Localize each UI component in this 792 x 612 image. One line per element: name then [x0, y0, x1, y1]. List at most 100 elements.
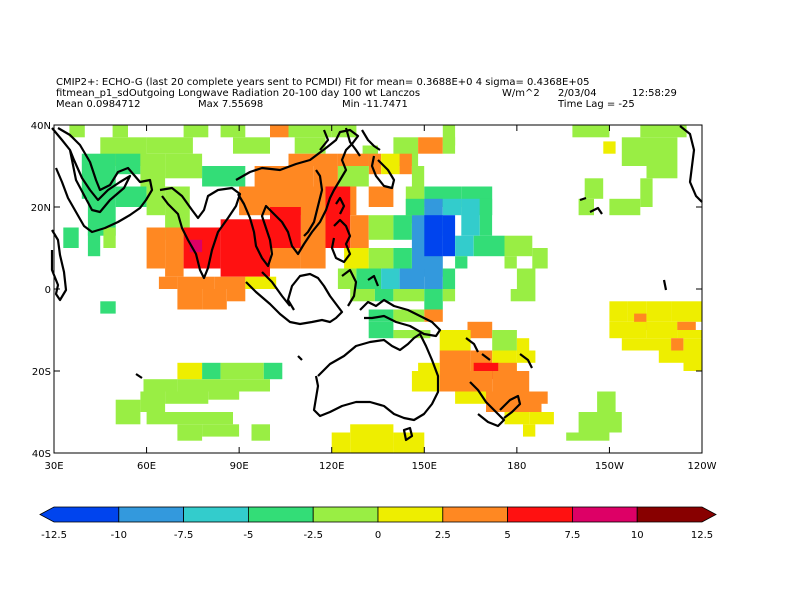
colorbar-swatch	[247, 506, 314, 523]
anomaly-cell	[566, 432, 610, 441]
anomaly-cell	[381, 268, 400, 289]
anomaly-cell	[516, 350, 536, 363]
anomaly-cell	[165, 227, 184, 277]
anomaly-cell	[368, 321, 394, 339]
anomaly-cell	[621, 137, 647, 166]
anomaly-cell	[177, 424, 203, 441]
lon-tick-label: 180	[507, 461, 526, 472]
anomaly-cell	[270, 125, 289, 138]
lon-tick-label: 120E	[319, 461, 344, 472]
anomaly-cell	[584, 178, 604, 199]
anomaly-cell	[350, 289, 375, 302]
anomaly-cell	[393, 309, 425, 322]
anomaly-cell	[439, 371, 493, 392]
header-time-lag: Time Lag = -25	[558, 99, 635, 110]
anomaly-cell	[646, 301, 672, 322]
anomaly-cell	[350, 424, 394, 453]
anomaly-cell	[325, 186, 351, 248]
anomaly-cell	[146, 186, 166, 216]
anomaly-cell	[671, 301, 702, 322]
anomaly-cell	[146, 137, 193, 154]
anomaly-cell	[424, 268, 443, 289]
colorbar-level-label: 12.5	[691, 530, 713, 541]
anomaly-cell	[63, 227, 79, 248]
anomaly-cell	[393, 248, 412, 269]
coastline-borneo-sumatra	[245, 271, 344, 326]
anomaly-cell	[439, 350, 471, 371]
anomaly-cell	[399, 268, 425, 289]
header-units: W/m^2	[502, 88, 540, 99]
header-mean: Mean 0.0984712	[56, 99, 141, 110]
anomaly-cell	[658, 350, 684, 363]
anomaly-cell	[609, 301, 628, 322]
anomaly-cell	[226, 289, 246, 302]
anomaly-cell	[504, 235, 533, 257]
anomaly-cell	[368, 186, 394, 207]
colorbar-swatch	[442, 506, 508, 523]
anomaly-cell	[331, 432, 351, 453]
anomaly-cell	[208, 391, 240, 400]
anomaly-cell	[251, 424, 270, 441]
coastline-japan-korea	[344, 127, 396, 190]
anomaly-cell	[411, 166, 425, 187]
anomaly-cell	[609, 198, 641, 216]
anomaly-cell	[609, 321, 647, 339]
anomaly-cell	[516, 268, 536, 289]
colorbar-level-label: 7.5	[564, 530, 580, 541]
anomaly-cell	[677, 321, 696, 330]
coastline-southeast-asia	[235, 128, 360, 268]
anomaly-cell	[374, 289, 394, 302]
anomaly-cell	[393, 215, 412, 240]
anomaly-cell	[621, 338, 672, 351]
anomaly-cell	[671, 338, 684, 351]
anomaly-cell	[300, 248, 326, 269]
anomaly-cell	[202, 424, 240, 437]
colorbar-level-label: -2.5	[303, 530, 323, 541]
anomaly-cell	[393, 432, 425, 453]
anomaly-cell	[294, 137, 326, 154]
header-line1: CMIP2+: ECHO-G (last 20 complete years s…	[56, 77, 590, 88]
anomaly-cell	[640, 125, 687, 138]
anomaly-cell	[177, 379, 270, 392]
anomaly-cell	[158, 276, 178, 289]
lon-tick-label: 150E	[412, 461, 437, 472]
anomaly-cell	[368, 153, 381, 175]
anomaly-cell	[492, 330, 517, 351]
anomaly-cell	[214, 276, 246, 289]
anomaly-cell	[424, 309, 443, 322]
coastline-africa	[50, 127, 132, 302]
anomaly-cell	[578, 198, 594, 216]
colorbar-level-label: 0	[375, 530, 381, 541]
anomaly-cell	[504, 412, 530, 425]
anomaly-cell	[202, 362, 221, 380]
anomaly-cell	[399, 153, 412, 175]
colorbar: -12.5 -10 -7.5 -5 -2.5 0 2.5 5 7.5 10 12.5	[39, 506, 717, 541]
anomaly-cell	[165, 391, 209, 404]
lon-tick-label: 90E	[230, 461, 249, 472]
anomaly-cell	[220, 362, 264, 380]
colorbar-swatch	[183, 506, 249, 523]
anomaly-cell	[233, 137, 270, 154]
anomaly-cell	[442, 289, 456, 302]
anomaly-cell	[115, 399, 141, 425]
anomaly-cell	[455, 256, 468, 269]
anomaly-cell	[640, 178, 653, 207]
anomaly-cell	[368, 248, 394, 269]
anomaly-cell	[597, 391, 616, 412]
lon-tick-label: 120W	[688, 461, 717, 472]
anomaly-cell	[529, 412, 554, 425]
anomaly-cell	[418, 362, 440, 371]
anomaly-cell	[461, 198, 480, 236]
header-max: Max 7.55698	[198, 99, 264, 110]
anomaly-cell	[411, 371, 440, 392]
anomaly-cell	[393, 289, 425, 302]
anomaly-cell	[442, 137, 456, 154]
anomaly-cell	[455, 235, 474, 257]
anomaly-cell	[572, 125, 610, 138]
anomaly-cell	[263, 362, 283, 380]
anomaly-cell	[418, 137, 443, 154]
colorbar-swatch	[507, 506, 573, 523]
anomaly-cell	[381, 153, 400, 175]
anomaly-cell	[112, 125, 128, 138]
